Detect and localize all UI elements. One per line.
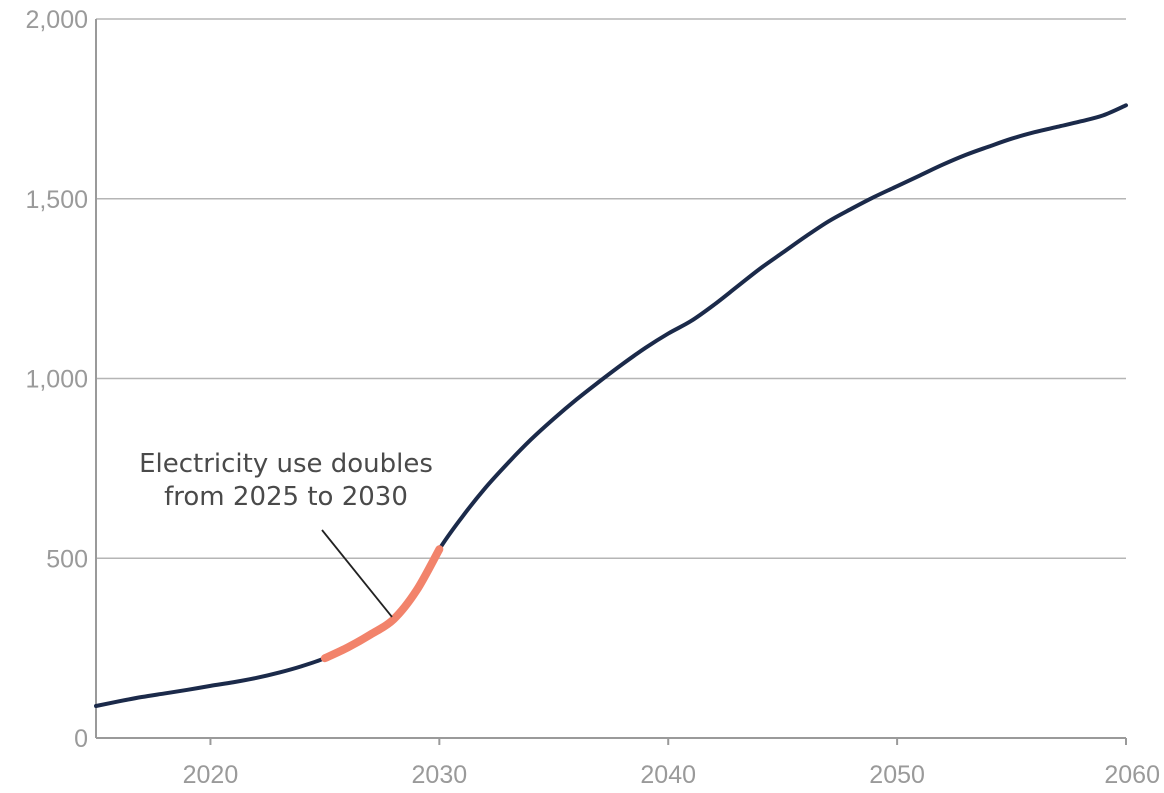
annotation-pointer — [321, 529, 393, 618]
x-tick-label: 2020 — [183, 761, 239, 789]
axes — [95, 19, 1127, 745]
y-tick-label: 0 — [74, 725, 88, 753]
x-tick-label: 2050 — [869, 761, 925, 789]
x-tick-label: 2040 — [640, 761, 696, 789]
series-line — [94, 103, 1128, 708]
series-layer — [94, 103, 1128, 708]
gridlines — [96, 18, 1126, 559]
y-tick-label: 2,000 — [25, 6, 88, 34]
highlight-segment — [320, 545, 444, 663]
annotation-text-line: Electricity use doubles — [139, 449, 433, 479]
x-tick-label: 2030 — [412, 761, 468, 789]
y-tick-label: 1,000 — [25, 366, 88, 394]
annotation-text-line: from 2025 to 2030 — [164, 482, 408, 512]
x-tick-label: 2060 — [1104, 761, 1160, 789]
y-tick-label: 1,500 — [25, 186, 88, 214]
y-tick-label: 500 — [46, 545, 88, 573]
tick-labels: 0 500 1,000 1,500 2,000 2020 2030 2040 2050 2060 — [25, 6, 1160, 789]
